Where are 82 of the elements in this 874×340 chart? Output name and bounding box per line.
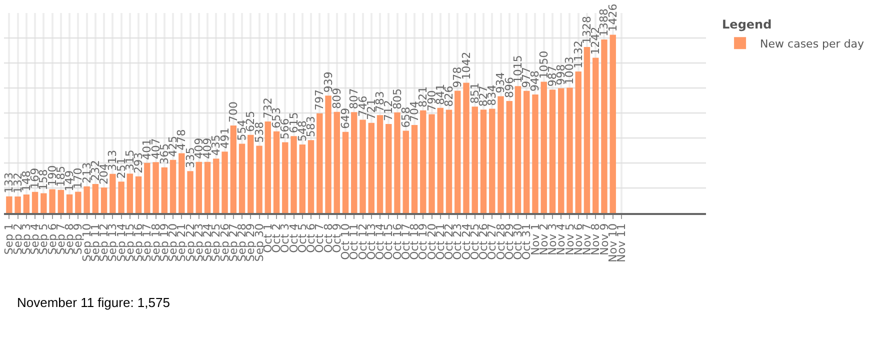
bar xyxy=(196,162,202,213)
bar xyxy=(411,125,418,213)
bar xyxy=(549,90,556,213)
data-label: 583 xyxy=(304,116,318,138)
bar xyxy=(446,110,452,213)
bar xyxy=(308,140,314,213)
bar xyxy=(498,96,504,213)
bar xyxy=(360,120,366,213)
bar xyxy=(135,176,142,213)
x-tick-label: Nov 11 xyxy=(615,223,628,262)
bar xyxy=(213,158,220,213)
bar xyxy=(66,194,73,213)
bar xyxy=(316,113,323,213)
bar xyxy=(351,112,358,213)
bar xyxy=(514,86,522,213)
bar xyxy=(23,194,30,213)
bar xyxy=(222,152,228,213)
data-label: 826 xyxy=(442,86,456,107)
text: November 11 figure: 1,575 xyxy=(17,295,170,310)
bar xyxy=(480,110,487,213)
bar xyxy=(472,106,478,213)
bar xyxy=(282,142,288,213)
bar xyxy=(532,94,538,213)
bar xyxy=(14,196,21,213)
bar xyxy=(238,144,246,213)
bar xyxy=(100,188,108,213)
data-label: 538 xyxy=(252,122,266,143)
bar xyxy=(325,96,332,213)
legend-label: New cases per day xyxy=(760,37,865,50)
bar xyxy=(592,58,599,213)
bar xyxy=(92,184,99,213)
bar xyxy=(161,167,168,213)
bar xyxy=(187,171,194,213)
bar xyxy=(575,72,582,213)
bar xyxy=(334,112,340,213)
bar xyxy=(230,126,237,213)
bar xyxy=(178,153,185,213)
bar xyxy=(170,160,176,213)
bar xyxy=(454,90,461,213)
bar xyxy=(144,162,150,213)
bar xyxy=(299,144,306,213)
bar xyxy=(437,108,444,213)
data-label: 1042 xyxy=(460,52,473,80)
bar xyxy=(386,124,392,213)
data-label: 491 xyxy=(218,128,232,149)
bar xyxy=(6,196,12,213)
bar xyxy=(524,90,530,213)
bar xyxy=(110,174,116,213)
bar xyxy=(402,130,409,213)
bar xyxy=(152,162,159,213)
bar xyxy=(58,190,64,213)
bar xyxy=(264,122,271,213)
bar xyxy=(256,146,262,213)
bar xyxy=(540,82,547,213)
bar xyxy=(584,47,590,213)
bar xyxy=(489,108,496,213)
legend-title: Legend xyxy=(722,18,772,32)
bar xyxy=(506,101,512,213)
bar xyxy=(428,114,435,213)
bar xyxy=(248,134,254,213)
bar xyxy=(368,122,374,213)
bar xyxy=(118,182,124,213)
data-label: 649 xyxy=(339,108,352,129)
data-label: 700 xyxy=(226,102,240,122)
bar xyxy=(394,112,400,213)
bar xyxy=(32,192,38,213)
bar xyxy=(566,88,573,213)
bar xyxy=(126,174,134,213)
bar xyxy=(376,115,384,213)
bar xyxy=(601,40,608,213)
bar xyxy=(40,193,47,213)
bar xyxy=(84,186,90,213)
bar xyxy=(342,132,349,213)
bar xyxy=(273,131,280,213)
bar xyxy=(463,82,470,213)
bar xyxy=(290,136,297,213)
bar xyxy=(49,189,56,213)
bar xyxy=(204,162,211,213)
bar xyxy=(558,88,564,213)
bar xyxy=(610,34,616,213)
bar xyxy=(420,110,426,213)
bar xyxy=(75,192,82,213)
